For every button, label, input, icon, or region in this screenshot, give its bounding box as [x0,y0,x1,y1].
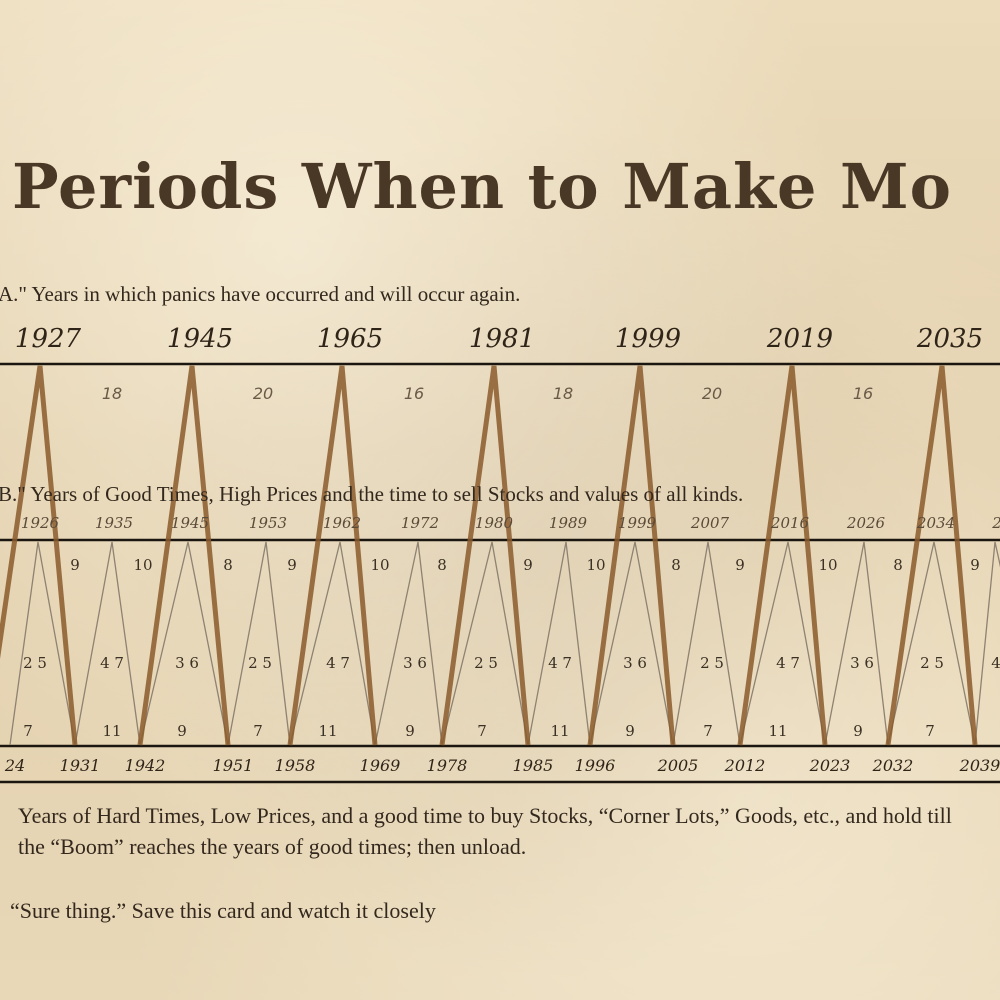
cycle-pair-label: 2 5 [248,654,272,672]
panic-gap-label: 20 [702,384,722,403]
cycle-pair-label: 4 7 [548,654,572,672]
hard-times-year-label: 1942 [125,756,166,775]
good-times-year-label: 1945 [171,514,209,532]
hard-times-year-label: 1958 [275,756,316,775]
cycle-pair-label: 2 5 [920,654,944,672]
footer-note: “Sure thing.” Save this card and watch i… [10,898,436,923]
good-times-year-label: 2034 [916,514,955,532]
good-times-year-label: 1953 [249,514,287,532]
hard-times-year-label: 1978 [427,756,468,775]
good-times-year-label: 1935 [95,514,133,532]
panic-gap-label: 20 [253,384,273,403]
cycle-pair-label: 3 6 [403,654,427,672]
panic-gap-label: 16 [404,384,424,403]
good-times-year-label: 1999 [618,514,657,532]
good-times-year-label: 1972 [401,514,439,532]
hard-times-year-label: 1969 [360,756,401,775]
cycle-gap-top-label: 8 [437,556,447,574]
cycle-gap-bottom-label: 11 [102,722,121,740]
good-times-year-label: 2016 [770,514,810,532]
panic-peak-zigzag [0,365,978,746]
panic-year-label: 2019 [766,324,833,354]
cycle-pair-label: 2 5 [700,654,724,672]
cycle-pair-label: 4 [991,654,1000,672]
panic-year-label: 1965 [317,324,383,354]
hard-times-year-label: 1985 [513,756,554,775]
cycle-gap-bottom-label: 7 [253,722,263,740]
hard-times-year-label: 2005 [657,756,699,775]
panic-gap-label: 18 [553,384,573,403]
panic-year-label: 1927 [15,324,82,354]
cycle-gap-top-label: 10 [133,556,152,574]
good-times-year-label: 2 [991,514,1000,532]
cycle-pair-label: 3 6 [623,654,647,672]
good-times-year-label: 1989 [549,514,588,532]
hard-times-year-label: 1931 [60,756,101,775]
cycle-gap-top-label: 8 [893,556,903,574]
cycle-gap-top-label: 8 [223,556,233,574]
hard-times-year-label: 2039 [959,756,1000,775]
cycle-gap-bottom-label: 9 [853,722,863,740]
cycle-gap-bottom-label: 7 [477,722,487,740]
cycle-pair-label: 4 7 [326,654,350,672]
cycle-gap-top-label: 10 [586,556,605,574]
good-times-year-label: 2007 [690,514,730,532]
hard-times-year-label: 24 [4,756,25,775]
cycle-gap-bottom-label: 7 [703,722,713,740]
small-cycle-lines [9,541,1000,746]
cycle-gap-top-label: 9 [523,556,533,574]
good-times-year-label: 1980 [475,514,514,532]
cycle-gap-top-label: 9 [287,556,297,574]
hard-times-year-label: 1996 [575,756,616,775]
cycle-pair-label: 3 6 [175,654,199,672]
good-times-year-label: 1926 [21,514,60,532]
panic-gap-label: 16 [853,384,873,403]
cycle-pair-label: 4 7 [100,654,124,672]
panic-cycle-lines [0,365,978,746]
hard-times-description: Years of Hard Times, Low Prices, and a g… [18,803,952,859]
cycle-gap-bottom-label: 9 [177,722,187,740]
panic-year-label: 1999 [615,324,681,354]
hard-times-year-label: 2012 [724,756,766,775]
good-times-year-label: 2026 [846,514,886,532]
cycle-pair-label: 2 5 [23,654,47,672]
cycle-gap-top-label: 10 [370,556,389,574]
cycle-gap-bottom-label: 9 [625,722,635,740]
panic-years-caption: A." Years in which panics have occurred … [0,282,521,306]
panic-year-label: 1945 [167,324,233,354]
cycle-gap-top-label: 9 [735,556,745,574]
good-times-zigzag [9,541,1000,746]
cycle-gap-top-label: 9 [70,556,80,574]
cycle-gap-top-label: 10 [818,556,837,574]
cycle-gap-top-label: 9 [970,556,980,574]
cycle-pair-label: 2 5 [474,654,498,672]
good-times-caption: B." Years of Good Times, High Prices and… [0,482,744,506]
cycle-pair-label: 3 6 [850,654,874,672]
hard-times-year-label: 2023 [809,756,851,775]
cycle-gap-top-label: 8 [671,556,681,574]
panic-year-label: 1981 [469,324,535,354]
cycle-gap-bottom-label: 7 [925,722,935,740]
cycle-gap-bottom-label: 7 [23,722,33,740]
card-title: Periods When to Make Mo [12,150,952,223]
panic-gap-label: 18 [102,384,122,403]
cycle-pair-label: 4 7 [776,654,800,672]
cycle-gap-bottom-label: 11 [550,722,569,740]
good-times-year-label: 1962 [323,514,361,532]
hard-times-year-label: 1951 [213,756,254,775]
cycle-gap-bottom-label: 11 [768,722,787,740]
panic-year-label: 2035 [916,324,983,354]
cycle-gap-bottom-label: 9 [405,722,415,740]
cycle-gap-bottom-label: 11 [318,722,337,740]
hard-times-year-label: 2032 [872,756,914,775]
